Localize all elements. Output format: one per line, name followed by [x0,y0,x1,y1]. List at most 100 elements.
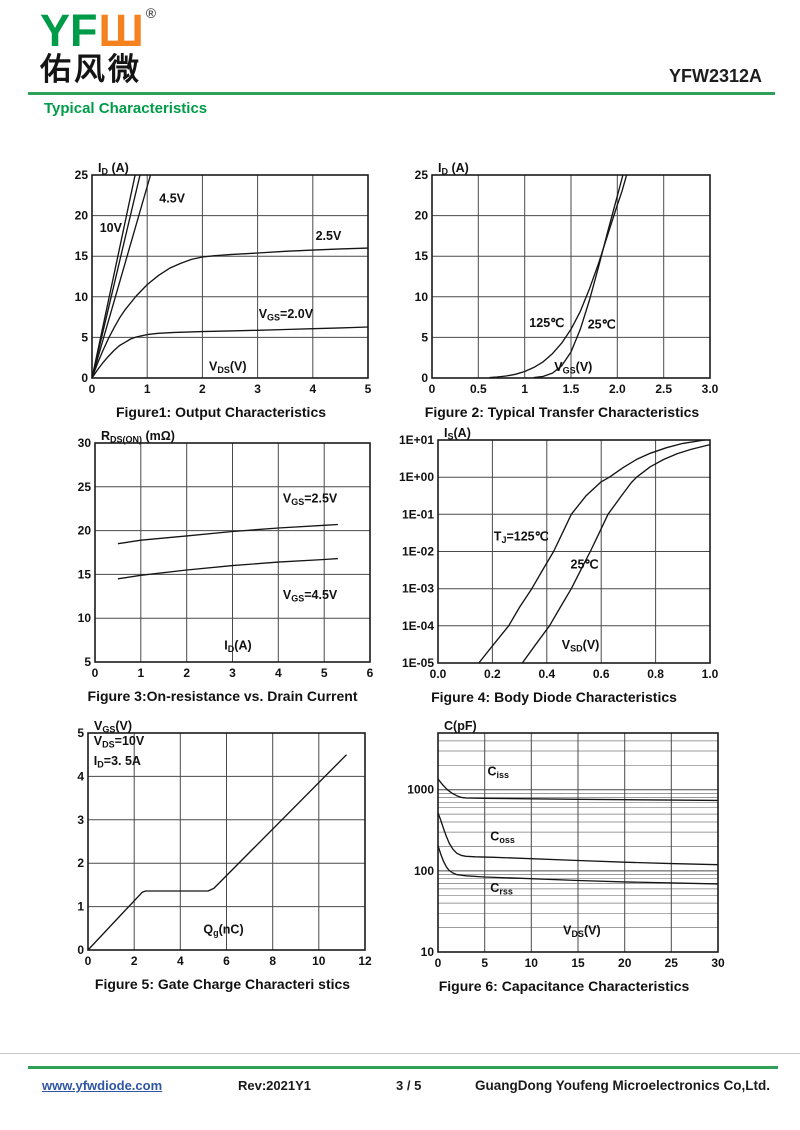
x-tick-label: 3 [229,666,236,680]
y-tick-label: 30 [78,436,92,450]
section-title: Typical Characteristics [44,100,208,117]
y-tick-label: 10 [78,611,92,625]
x-tick-label: 25 [665,956,679,970]
y-tick-label: 5 [81,330,88,344]
x-tick-label: 5 [321,666,328,680]
x-tick-label: 15 [571,956,585,970]
x-tick-label: 4 [177,954,184,968]
series-vgs-2-5v [117,523,338,545]
y-tick-label: 1E-02 [402,545,434,559]
figure-6-chart: 0 5 10 15 20 25 30 10 100 1000 Ciss Coss Crss VDS(V) C… [407,719,725,970]
annotation-c-oss: Coss [490,830,515,846]
footer-thin-rule [0,1053,800,1054]
y-axis-unit-label: VGS(V) [94,719,132,735]
y-axis-unit-label: C(pF) [444,719,477,733]
series-tj-25c [533,174,624,379]
part-number: YFW2312A [668,66,762,86]
annotation-2-5v: 2.5V [316,229,342,243]
y-tick-label: 5 [77,726,84,740]
series-coss [437,812,719,866]
x-tick-label: 1 [137,666,144,680]
x-tick-label: 20 [618,956,632,970]
figure-2-transfer-characteristics: 0 0.5 1 1.5 2.0 2.5 3.0 0 5 10 15 20 25 125℃ 25℃ VGS(V)… [404,161,720,420]
annotation-i-d-3-5a: ID=3. 5A [94,754,141,770]
series-tj-125c [489,174,628,379]
figure-6-capacitance: 0 5 10 15 20 25 30 10 100 1000 Ciss Coss Crss VDS(V) C… [402,719,726,994]
y-tick-label: 20 [75,209,89,223]
x-tick-label: 0 [85,954,92,968]
series-vgs-4-5v [117,557,338,580]
plot-border [91,174,369,379]
series-gate-charge [87,754,347,951]
logo-chinese-name: 佑风微 [40,52,142,87]
annotation-25: 25℃ [588,318,616,332]
annotation-t-j-125: TJ=125℃ [494,529,549,545]
x-tick-label: 2 [183,666,190,680]
y-tick-label: 15 [78,567,92,581]
y-tick-label: 20 [78,524,92,538]
y-tick-label: 0 [81,371,88,385]
figure-4-body-diode: 0.0 0.2 0.4 0.6 0.8 1.0 1E-05 1E-04 1E-03 1E-02 1E… [390,426,718,705]
annotation-v-ds-v: VDS(V) [209,359,247,375]
x-tick-label: 10 [525,956,539,970]
y-tick-label: 1E+01 [399,433,434,447]
x-tick-label: 6 [223,954,230,968]
y-tick-label: 20 [415,209,429,223]
footer-page-indicator: 3 / 5 [396,1078,422,1093]
y-tick-label: 10 [415,290,429,304]
logo: YFШ ® 佑风微 [40,6,156,85]
y-tick-label: 1E-01 [402,507,434,521]
x-tick-label: 30 [711,956,725,970]
x-tick-label: 4 [309,382,316,396]
x-tick-label: 1.5 [563,382,580,396]
x-tick-label: 1 [521,382,528,396]
plot-border [437,439,711,664]
footer: www.yfwdiode.com Rev:2021Y1 3 / 5 GuangD… [0,1078,800,1100]
logo-wordmark: YFШ ® [40,6,156,53]
series-vgs-4-5v [91,174,152,379]
x-tick-label: 0 [435,956,442,970]
series-crss [437,845,719,885]
figure-3-chart: 0 1 2 3 4 5 6 5 10 15 20 25 30 VGS=2.5V VGS=4.5V ID(A) R… [78,429,374,680]
annotation-4-5v: 4.5V [159,192,185,206]
figure-2-chart: 0 0.5 1 1.5 2.0 2.5 3.0 0 5 10 15 20 25 125℃ 25℃ VGS(V)… [415,161,719,396]
x-tick-label: 0.0 [430,667,447,681]
series-ciss [437,778,719,802]
annotation-v-ds-v: VDS(V) [563,923,601,939]
annotation-v-sd-v: VSD(V) [562,638,600,654]
x-tick-label: 10 [312,954,326,968]
y-tick-label: 1000 [407,783,434,797]
y-tick-label: 25 [75,168,89,182]
annotation-v-ds-10v: VDS=10V [94,734,145,750]
footer-revision: Rev:2021Y1 [238,1078,311,1093]
annotation-q-g-nc: Qg(nC) [203,923,243,939]
figure-3-on-resistance: 0 1 2 3 4 5 6 5 10 15 20 25 30 VGS=2.5V VGS=4.5V ID(A) R… [65,429,380,704]
footer-website-link[interactable]: www.yfwdiode.com [42,1078,163,1093]
logo-yf-text: YF [40,5,98,56]
figure-5-caption: Figure 5: Gate Charge Characteri stics [94,976,351,992]
logo-w-glyph: Ш [98,5,144,56]
y-tick-label: 15 [415,249,429,263]
plot-border [431,174,711,379]
registered-trademark-icon: ® [145,5,157,21]
series-vgs-2-0v [91,326,369,379]
x-tick-label: 5 [365,382,372,396]
footer-rule [28,1066,778,1069]
y-axis-unit-label: ID (A) [98,161,129,177]
annotation-125: 125℃ [529,316,564,330]
x-tick-label: 0.2 [484,667,501,681]
figure-5-gate-charge: 0 2 4 6 8 10 12 0 1 2 3 4 5 VDS=10V ID=3. 5A Qg(nC) VGS(… [68,719,377,992]
x-tick-label: 4 [275,666,282,680]
y-tick-label: 25 [78,480,92,494]
y-tick-label: 3 [77,813,84,827]
x-tick-label: 0 [89,382,96,396]
x-tick-label: 1 [144,382,151,396]
annotation-c-rss: Crss [490,881,513,897]
series-vgs-10v-line-a [91,174,136,379]
x-tick-label: 1.0 [702,667,718,681]
series-vgs-10v-line-b [91,174,141,379]
x-tick-label: 0 [429,382,436,396]
annotation-10v: 10V [100,221,123,235]
x-tick-label: 6 [367,666,374,680]
